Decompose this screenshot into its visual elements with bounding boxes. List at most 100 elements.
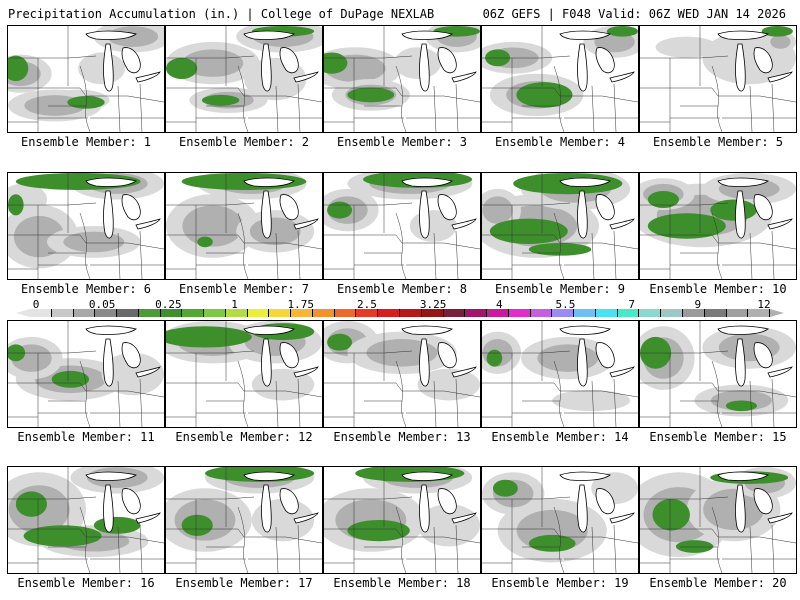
state-border (553, 87, 561, 97)
ensemble-member-label: Ensemble Member: 20 (649, 576, 787, 590)
state-border (237, 360, 249, 427)
state-border (127, 95, 164, 103)
precip-map-svg (166, 467, 322, 573)
precip-map (165, 320, 323, 428)
state-border (553, 234, 561, 244)
state-border (297, 524, 301, 573)
precip-heavy-region (15, 491, 47, 517)
lake-erie (135, 512, 161, 524)
state-border (443, 390, 480, 398)
precip-heavy-region (327, 201, 353, 219)
colorbar-swatch (95, 309, 118, 317)
lake-superior (559, 471, 611, 481)
state-border (759, 390, 796, 398)
lake-superior (401, 30, 453, 40)
colorbar-swatch (465, 309, 488, 317)
state-border (237, 382, 245, 392)
precip-shade-region (417, 504, 480, 547)
colorbar-swatch (574, 309, 596, 317)
precip-map-svg (8, 26, 164, 132)
precip-heavy-region (67, 95, 105, 109)
precip-map-svg (324, 26, 480, 132)
colorbar-swatch (421, 309, 444, 317)
precip-heavy-region (528, 534, 576, 552)
lake-erie (135, 71, 161, 83)
lake-superior (717, 325, 769, 335)
precip-map-svg (482, 173, 638, 279)
precip-map-svg (166, 173, 322, 279)
colorbar-swatch (334, 309, 357, 317)
lake-superior (243, 471, 295, 481)
lake-michigan (103, 484, 114, 533)
colorbar-swatch (51, 309, 74, 317)
header-run-info: 06Z GEFS | F048 Valid: 06Z WED JAN 14 20… (482, 7, 786, 21)
state-border (117, 232, 121, 279)
precip-heavy-region (51, 370, 90, 388)
precip-map (7, 172, 165, 280)
lake-michigan (103, 190, 114, 239)
lake-michigan (261, 484, 272, 533)
colorbar-swatch (552, 309, 575, 317)
colorbar-swatch (160, 309, 183, 317)
colorbar-strip (30, 309, 771, 317)
ensemble-member-label: Ensemble Member: 5 (652, 135, 784, 149)
ensemble-member-label: Ensemble Member: 16 (17, 576, 155, 590)
precip-heavy-region (652, 498, 690, 531)
state-border (443, 536, 480, 544)
colorbar-tick-label: 7 (628, 298, 635, 311)
precip-shade-region (101, 352, 164, 396)
ensemble-member-label: Ensemble Member: 6 (20, 282, 152, 296)
lake-superior (243, 325, 295, 335)
lake-superior (717, 177, 769, 187)
lake-erie (767, 71, 793, 83)
lake-huron (279, 488, 299, 515)
colorbar-tick-label: 12 (757, 298, 771, 311)
state-border (591, 85, 595, 132)
state-border (275, 232, 279, 279)
state-border (601, 95, 638, 103)
precip-map-svg (8, 467, 164, 573)
colorbar-swatch (117, 309, 139, 317)
precip-map (481, 320, 639, 428)
state-border (553, 382, 561, 392)
colorbar-swatch (639, 309, 662, 317)
state-border (759, 95, 796, 103)
state-border (749, 380, 753, 427)
lake-superior (85, 471, 137, 481)
colorbar-swatch (182, 309, 205, 317)
ensemble-member-label: Ensemble Member: 17 (175, 576, 313, 590)
colorbar-swatch (138, 309, 161, 317)
state-border (285, 390, 322, 398)
lake-huron (121, 47, 141, 74)
ensemble-member-label: Ensemble Member: 4 (494, 135, 626, 149)
colorbar-tick-label: 0 (32, 298, 40, 311)
precip-heavy-region (761, 26, 793, 37)
state-border (395, 234, 403, 244)
precip-shade-region (703, 488, 765, 531)
colorbar-tick-label: 1 (231, 298, 238, 311)
lake-huron (753, 47, 773, 74)
precip-heavy-region (93, 516, 141, 534)
lake-michigan (419, 190, 430, 239)
state-border (79, 382, 87, 392)
precip-map (323, 172, 481, 280)
state-border (79, 87, 87, 97)
colorbar-swatch (247, 309, 270, 317)
colorbar-tick-label: 1.75 (287, 298, 314, 311)
lake-superior (243, 177, 295, 187)
lake-huron (279, 194, 299, 221)
state-border (591, 526, 595, 573)
colorbar-swatch (661, 309, 683, 317)
colorbar-swatch (400, 309, 422, 317)
precip-shade-region (417, 368, 480, 401)
colorbar-swatch (291, 309, 313, 317)
colorbar: 0 0.05 0.25 1 1.75 2.5 3.25 4 5.5 7 9 12 (16, 298, 784, 320)
state-border (711, 528, 719, 538)
colorbar-tick-label: 0.05 (88, 298, 116, 311)
state-border (139, 378, 143, 427)
state-border (433, 380, 437, 427)
lake-erie (293, 71, 319, 83)
state-border (771, 524, 775, 573)
state-border (237, 234, 245, 244)
colorbar-swatch (356, 309, 379, 317)
